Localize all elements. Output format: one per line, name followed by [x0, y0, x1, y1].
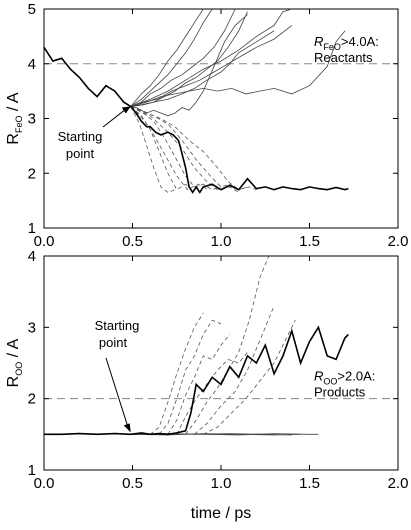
top-reactant-trajectory [130, 30, 346, 107]
top-reactant-trajectory [130, 8, 204, 107]
bottom-ticks-group: 0.0 0.5 1.0 1.5 2.0 1 2 3 4 [28, 248, 409, 492]
bot-product-trajectory [194, 305, 275, 435]
bot-x-tick-label: 1.5 [299, 475, 320, 492]
top-threshold-annotation-main: R [314, 34, 323, 49]
bottom-y-axis-label-sub: OO [14, 362, 24, 376]
bot-x-tick-label: 0.5 [122, 475, 143, 492]
top-starting-point-label-line2: point [66, 146, 95, 161]
top-product-trajectory [130, 106, 195, 193]
bottom-y-axis-label-main: R [5, 376, 22, 388]
top-product-trajectory [130, 106, 248, 191]
bottom-y-axis-label: ROO / A [5, 338, 24, 387]
bottom-starting-point-label: Starting [95, 318, 140, 333]
top-reactant-trajectory [130, 8, 213, 107]
top-y-tick-label: 4 [28, 56, 36, 73]
bottom-threshold-annotation-line2: Products [314, 385, 366, 400]
top-y-axis-label-sub: FeO [14, 116, 24, 134]
bottom-starting-point-label-line2: point [99, 335, 128, 350]
top-product-trajectory [130, 106, 257, 191]
top-series-group [43, 8, 349, 194]
top-threshold-annotation-sub: FeO [323, 42, 341, 52]
bottom-threshold-annotation-sub: OO [323, 377, 337, 387]
top-x-tick-label: 2.0 [388, 233, 409, 250]
top-threshold-annotation: RFeO>4.0A: [314, 34, 379, 52]
top-x-tick-label: 1.5 [299, 233, 320, 250]
bottom-threshold-annotation-main: R [314, 369, 323, 384]
top-reactant-trajectory [130, 8, 292, 107]
bot-y-tick-label: 3 [28, 319, 36, 336]
bottom-starting-point-arrow [105, 357, 129, 427]
bottom-series-group [44, 255, 349, 436]
top-y-tick-label: 2 [28, 165, 36, 182]
top-product-trajectory [130, 106, 239, 193]
top-starting-point-label: Starting [58, 129, 103, 144]
bot-product-trajectory [203, 320, 296, 435]
bottom-y-axis-label-unit: / A [5, 338, 22, 361]
top-product-trajectory [130, 106, 222, 191]
top-starting-point-arrowhead [121, 106, 131, 114]
top-product-trajectory [130, 106, 176, 193]
top-reactant-trajectory [130, 8, 236, 107]
top-reactant-trajectory [130, 25, 293, 107]
bottom-starting-point-arrowhead [123, 423, 131, 433]
top-y-tick-label: 5 [28, 1, 36, 18]
bot-product-trajectory [167, 334, 231, 435]
top-ticks-group: 0.0 0.5 1.0 1.5 2.0 1 2 3 4 5 [28, 1, 409, 250]
bottom-threshold-annotation: ROO>2.0A: [314, 369, 375, 387]
top-y-axis-label-unit: / A [5, 92, 22, 115]
top-reactant-trajectory [130, 30, 275, 107]
bottom-x-axis-label: time / ps [191, 505, 251, 522]
top-threshold-annotation-line2: Reactants [314, 50, 373, 65]
top-x-tick-label: 0.5 [122, 233, 143, 250]
top-reactant-trajectory [130, 11, 248, 107]
bot-product-trajectory [158, 319, 222, 435]
bot-product-trajectory [185, 255, 270, 435]
bot-y-tick-label: 2 [28, 391, 36, 408]
top-y-axis-label-main: R [5, 133, 22, 145]
top-starting-point-arrow [102, 108, 128, 128]
top-y-tick-label: 3 [28, 111, 36, 128]
bot-x-tick-label: 1.0 [211, 475, 232, 492]
bot-y-tick-label: 4 [28, 248, 36, 265]
bot-product-trajectory [176, 352, 248, 435]
bot-main-trajectory [44, 325, 349, 436]
bot-x-tick-label: 2.0 [388, 475, 409, 492]
top-product-trajectory [130, 106, 209, 191]
top-reactant-trajectory [130, 14, 248, 117]
bot-y-tick-label: 1 [28, 462, 36, 479]
bottom-threshold-annotation-rest: >2.0A: [337, 369, 375, 384]
top-y-tick-label: 1 [28, 220, 36, 237]
bot-x-tick-label: 0.0 [34, 475, 55, 492]
top-x-tick-label: 0.0 [34, 233, 55, 250]
bot-product-trajectory [149, 312, 204, 435]
top-x-tick-label: 1.0 [211, 233, 232, 250]
top-threshold-annotation-rest: >4.0A: [341, 34, 379, 49]
bottom-plot-frame [43, 255, 399, 471]
top-y-axis-label: RFeO / A [5, 92, 24, 145]
top-main-trajectory [43, 46, 349, 194]
